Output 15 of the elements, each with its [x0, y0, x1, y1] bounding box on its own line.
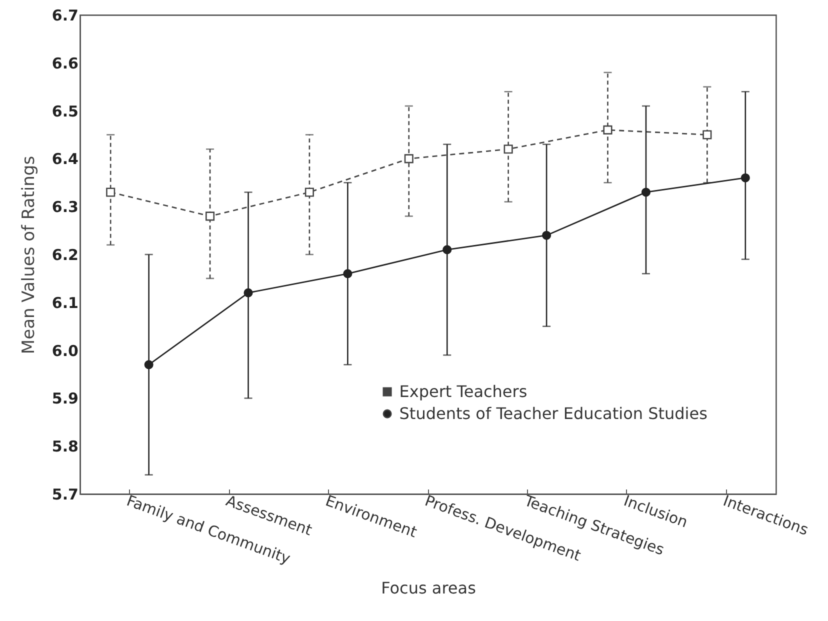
y-tick-label: 6.2 — [52, 246, 78, 264]
y-tick-label: 6.0 — [52, 342, 78, 360]
legend-label: Expert Teachers — [399, 382, 528, 401]
y-tick-label: 6.4 — [52, 150, 78, 168]
y-tick-label: 6.6 — [52, 54, 78, 72]
y-tick-label: 5.9 — [52, 390, 78, 408]
y-tick-label: 6.5 — [52, 102, 78, 120]
y-axis-title: Mean Values of Ratings — [18, 156, 39, 354]
y-tick-label: 6.1 — [52, 294, 78, 312]
y-tick-label: 6.3 — [52, 198, 78, 216]
y-tick-label: 6.7 — [52, 6, 78, 24]
legend-label: Students of Teacher Education Studies — [399, 404, 708, 423]
y-tick-label: 5.8 — [52, 438, 78, 456]
y-tick-label: 5.7 — [52, 486, 78, 504]
x-axis-title: Focus areas — [381, 578, 476, 598]
